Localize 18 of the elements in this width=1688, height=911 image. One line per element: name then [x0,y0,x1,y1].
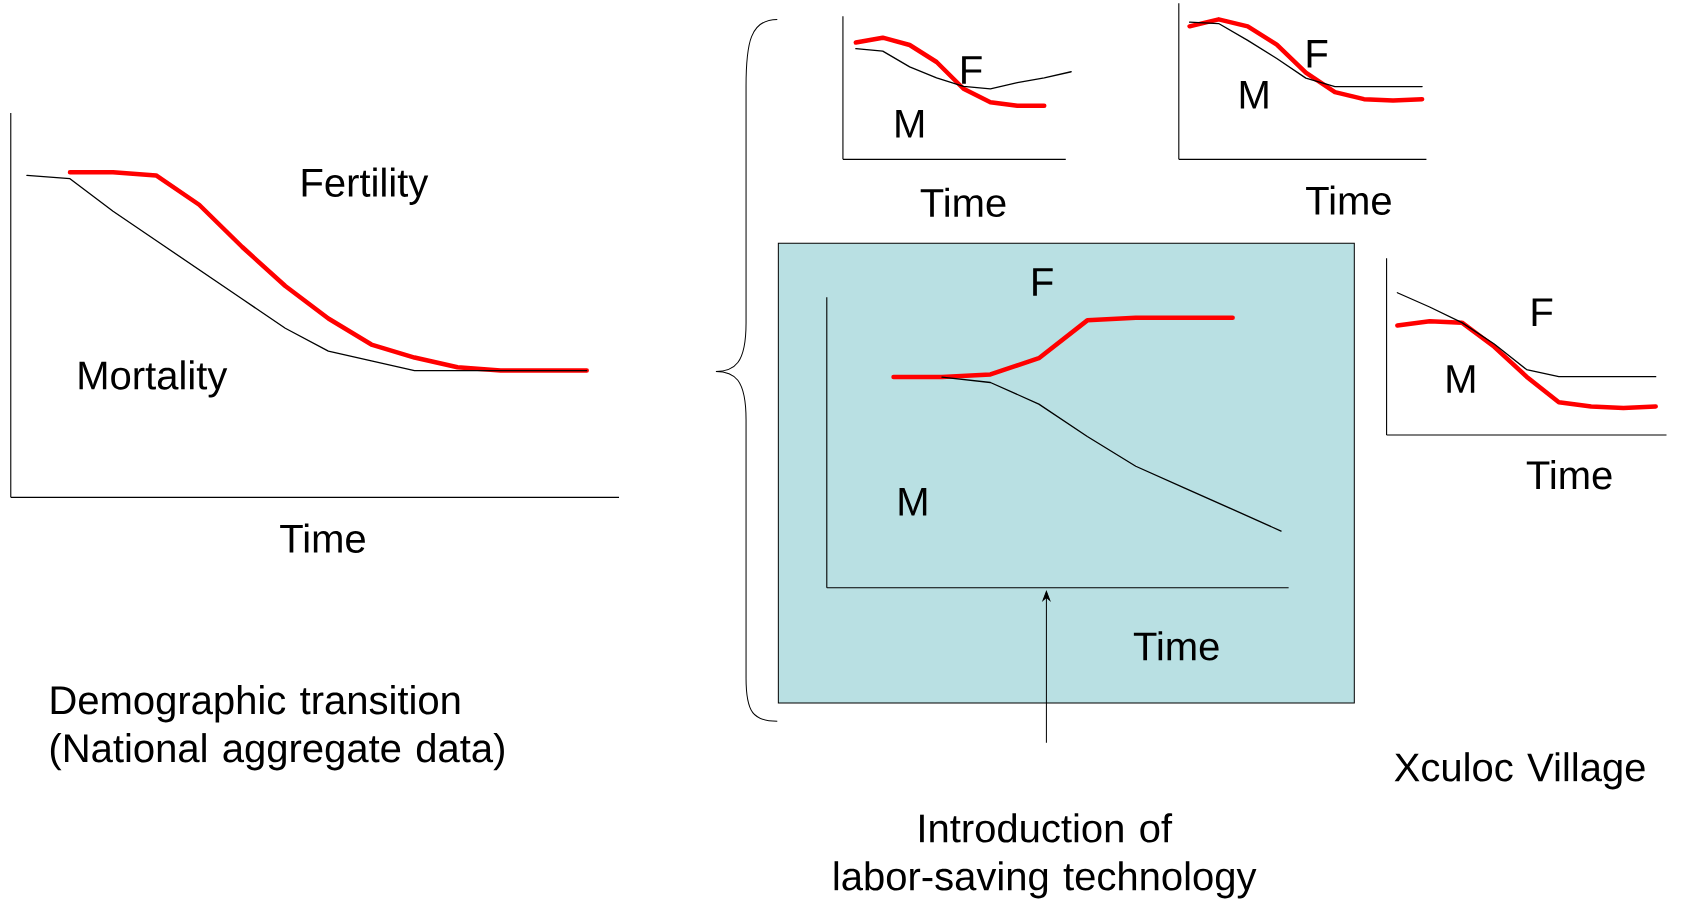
x-axis-title: Time [920,187,1006,218]
series-label: M [1447,365,1475,393]
x-axis-title: Time [280,523,365,553]
series-label: F [1307,40,1328,68]
text: Introduction of labor-saving technology [834,813,1257,899]
text: Xculoc Village [1394,752,1645,790]
series-label: M [1240,80,1268,109]
x-axis-title: Time [1526,460,1612,490]
x-axis-title: Time [1306,185,1391,215]
text: M [899,487,927,516]
series-label: F [1532,298,1553,326]
series-label: F [1033,268,1053,296]
series-label: Mortality [79,360,228,398]
series-label: M [896,110,924,138]
series-label: F [962,56,982,84]
text: Demographic transition (National aggregate data) [50,685,504,771]
series-label: Fertility [302,167,429,205]
x-axis-title: Time [1133,631,1219,661]
